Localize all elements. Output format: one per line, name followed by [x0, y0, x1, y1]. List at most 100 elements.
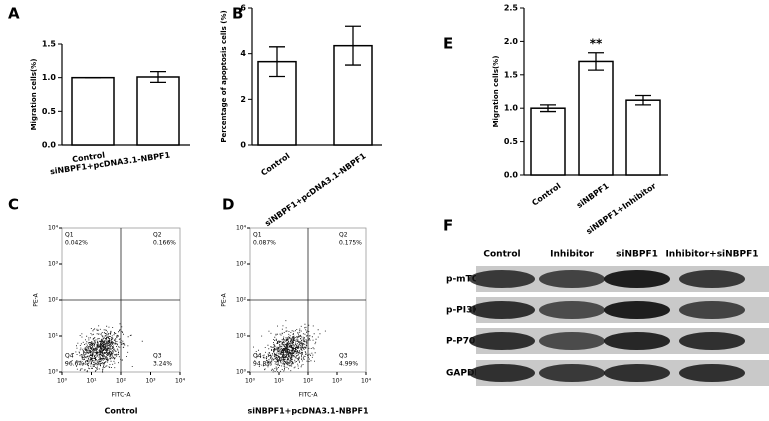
y-tick-label: 10⁰ [48, 369, 59, 376]
x-tick-label: 10³ [145, 378, 156, 385]
bar [578, 60, 614, 176]
x-tick-label: 10⁴ [175, 378, 186, 385]
row-label: GAPDH [446, 369, 482, 379]
blot-band [604, 364, 670, 382]
y-tick-label: 10⁰ [236, 369, 247, 376]
event-cloud [253, 320, 326, 373]
row-label: p-mTOR [446, 275, 486, 285]
row-label: P-P70 [446, 337, 475, 347]
lane-label: Control [483, 250, 520, 260]
blot-band [469, 270, 535, 288]
quadrant-label: 96.6% [65, 361, 84, 368]
y-tick-label: 0 [240, 141, 246, 150]
panel-letter: C [8, 196, 19, 214]
blot-band [679, 364, 745, 382]
panel-letter: A [8, 5, 20, 23]
event-cloud [65, 323, 143, 373]
row-label: p-PI3K [446, 306, 480, 316]
y-tick-label: 1.0 [504, 104, 519, 113]
y-tick-label: 2 [240, 95, 246, 104]
x-tick-label: 10² [116, 378, 127, 385]
blot-band [679, 270, 745, 288]
y-tick-label: 0.0 [42, 141, 57, 150]
bar [625, 99, 661, 176]
y-tick-label: 10³ [48, 261, 59, 268]
blot-band [469, 364, 535, 382]
blot-band [604, 301, 670, 319]
y-tick-label: 2.0 [504, 37, 519, 46]
quadrant-label: 4.99% [339, 361, 358, 368]
error-bar [150, 70, 166, 84]
caption: Control [104, 407, 137, 416]
panel-letter: B [232, 5, 243, 23]
y-axis-label: PE-A [33, 292, 40, 306]
x-tick-label: 10¹ [274, 378, 285, 385]
x-axis-label: FITC-A [112, 392, 132, 399]
blot-band [469, 301, 535, 319]
blot-band [604, 270, 670, 288]
y-tick-label: 0.5 [504, 137, 519, 146]
x-tick-label: 10² [303, 378, 314, 385]
caption: siNBPF1+pcDNA3.1-NBPF1 [247, 407, 369, 416]
quadrant-label: 3.24% [153, 361, 172, 368]
quadrant-label: 0.175% [339, 240, 362, 247]
y-tick-label: 10⁴ [48, 225, 59, 232]
y-axis-label: Migration cells(%) [492, 56, 500, 128]
bar [136, 76, 180, 146]
blot-band [539, 332, 605, 350]
y-tick-label: 1.5 [504, 70, 519, 79]
quadrant-label: 94.8% [253, 361, 272, 368]
error-bar [635, 94, 651, 106]
y-tick-label: 0.0 [504, 171, 519, 180]
x-tick-label: 10¹ [86, 378, 97, 385]
x-tick-label: 10³ [332, 378, 343, 385]
error-bar [345, 25, 361, 66]
quadrant-name: Q3 [339, 353, 348, 360]
y-tick-label: 1.5 [42, 40, 57, 49]
blot-band [604, 332, 670, 350]
y-tick-label: 0.5 [42, 107, 57, 116]
y-axis-label: PE-A [221, 292, 228, 306]
blot-band [469, 332, 535, 350]
panel-letter: E [443, 35, 453, 53]
x-axis-label: FITC-A [299, 392, 319, 399]
quadrant-name: Q4 [253, 353, 262, 360]
y-tick-label: 10¹ [236, 333, 247, 340]
quadrant-name: Q1 [65, 232, 74, 239]
y-axis-label: Migration cells(%) [30, 59, 38, 131]
error-bar [588, 52, 604, 71]
blot-band [539, 270, 605, 288]
y-tick-label: 4 [240, 49, 246, 58]
y-tick-label: 10⁴ [236, 225, 247, 232]
bar [530, 107, 566, 176]
y-tick-label: 10³ [236, 261, 247, 268]
blot-band [539, 364, 605, 382]
x-tick-label: 10⁴ [361, 378, 372, 385]
lane-label: Inhibitor+siNBPF1 [665, 250, 758, 260]
x-tick-label: siNBPF1+pcDNA3.1-NBPF1 [49, 150, 171, 176]
y-axis-label: Percentage of apoptosis cells (%) [220, 10, 228, 142]
x-tick-label: siNBPF1 [575, 181, 611, 210]
significance-label: ** [590, 36, 603, 50]
y-tick-label: 6 [240, 4, 246, 13]
panel-letter: F [443, 217, 453, 235]
quadrant-name: Q2 [339, 232, 348, 239]
error-bar [269, 46, 285, 78]
quadrant-label: 0.166% [153, 240, 176, 247]
quadrant-label: 0.087% [253, 240, 276, 247]
y-tick-label: 2.5 [504, 4, 519, 13]
quadrant-name: Q4 [65, 353, 74, 360]
bar [71, 76, 115, 146]
x-tick-label: Control [530, 181, 562, 207]
y-tick-label: 10² [236, 297, 247, 304]
quadrant-name: Q3 [153, 353, 162, 360]
quadrant-name: Q2 [153, 232, 162, 239]
x-tick-label: 10⁰ [245, 378, 256, 385]
x-tick-label: 10⁰ [57, 378, 68, 385]
x-tick-label: Control [259, 151, 291, 177]
y-tick-label: 1.0 [42, 73, 57, 82]
blot-band [679, 301, 745, 319]
quadrant-name: Q1 [253, 232, 262, 239]
quadrant-label: 0.042% [65, 240, 88, 247]
blot-band [679, 332, 745, 350]
